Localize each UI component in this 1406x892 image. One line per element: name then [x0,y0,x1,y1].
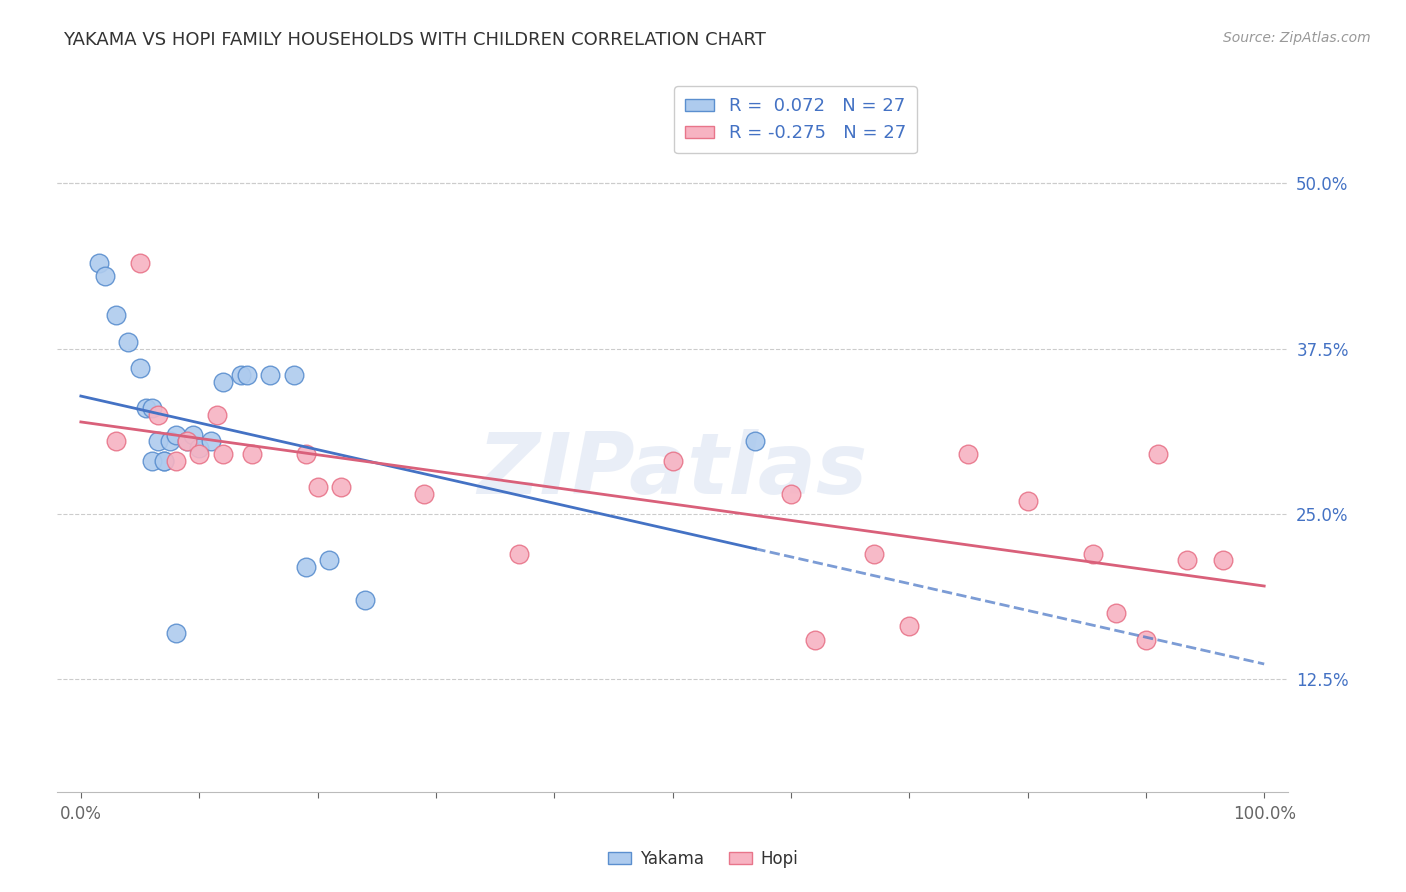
Point [152,454,174,468]
Point [146,434,169,449]
Point [318,553,340,567]
Point [1081,547,1104,561]
Point [413,487,436,501]
Point [200,434,222,449]
Point [803,632,825,647]
Point [1146,447,1168,461]
Point [165,427,187,442]
Text: Source: ZipAtlas.com: Source: ZipAtlas.com [1223,31,1371,45]
Point [211,447,233,461]
Point [779,487,801,501]
Point [307,480,329,494]
Point [1105,606,1128,620]
Point [165,454,187,468]
Point [188,441,211,455]
Legend: R =  0.072   N = 27, R = -0.275   N = 27: R = 0.072 N = 27, R = -0.275 N = 27 [675,87,917,153]
Point [661,454,683,468]
Point [105,309,128,323]
Point [105,434,128,449]
Point [129,361,152,376]
Point [862,547,884,561]
Point [259,368,281,382]
Point [93,268,115,283]
Point [181,427,204,442]
Point [744,434,766,449]
Point [1175,553,1198,567]
Point [242,447,264,461]
Point [205,408,228,422]
Point [87,255,110,269]
Text: YAKAMA VS HOPI FAMILY HOUSEHOLDS WITH CHILDREN CORRELATION CHART: YAKAMA VS HOPI FAMILY HOUSEHOLDS WITH CH… [63,31,766,49]
Point [159,434,181,449]
Point [353,592,375,607]
Point [129,255,152,269]
Point [1212,553,1234,567]
Point [176,434,198,449]
Point [188,447,211,461]
Point [135,401,157,415]
Point [957,447,980,461]
Point [211,375,233,389]
Point [117,334,139,349]
Legend: Yakama, Hopi: Yakama, Hopi [602,844,804,875]
Point [229,368,252,382]
Point [1017,493,1039,508]
Point [176,434,198,449]
Point [146,408,169,422]
Text: ZIPatlas: ZIPatlas [478,429,868,512]
Point [508,547,530,561]
Point [141,454,163,468]
Point [141,401,163,415]
Point [165,626,187,640]
Point [1135,632,1157,647]
Point [330,480,353,494]
Point [283,368,305,382]
Point [235,368,257,382]
Point [294,447,316,461]
Point [152,454,174,468]
Point [294,559,316,574]
Point [898,619,921,633]
